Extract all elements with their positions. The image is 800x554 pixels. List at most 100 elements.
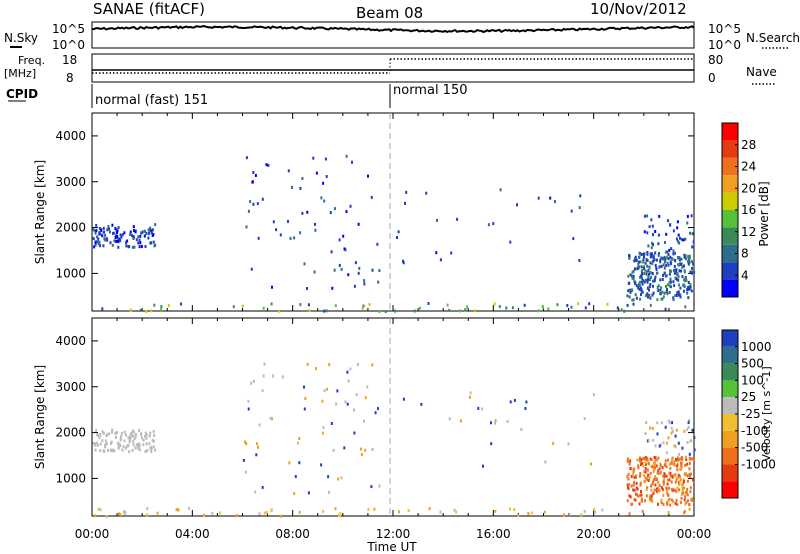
data-cell — [345, 210, 348, 214]
data-cell — [662, 263, 665, 267]
data-cell — [145, 231, 148, 235]
data-cell — [688, 285, 691, 289]
data-cell — [674, 268, 677, 272]
power-colorbar-cell — [722, 140, 738, 158]
data-cell — [137, 443, 140, 447]
data-cell — [257, 236, 260, 240]
data-cell — [682, 486, 685, 490]
data-cell — [632, 472, 635, 476]
data-cell — [93, 245, 96, 249]
velocity-colorbar-tick-label: -500 — [741, 441, 768, 455]
data-cell — [453, 508, 456, 512]
data-cell — [654, 444, 657, 448]
data-cell — [116, 231, 118, 235]
power-panel-frame — [91, 112, 695, 312]
data-cell — [648, 288, 650, 292]
data-cell — [111, 430, 113, 434]
data-cell — [357, 222, 360, 226]
data-cell — [644, 432, 647, 436]
data-cell — [652, 279, 654, 283]
data-cell — [674, 480, 677, 484]
power-colorbar-ticks: 4 8 12 16 20 24 28 — [735, 138, 756, 282]
data-cell — [119, 239, 122, 242]
power-colorbar-label: Power [dB] — [757, 181, 771, 246]
data-cell — [656, 286, 659, 289]
data-cell — [652, 438, 654, 442]
data-cell — [651, 255, 654, 259]
data-cell — [634, 293, 637, 297]
data-cell — [160, 305, 163, 308]
data-cell — [688, 507, 691, 511]
data-cell — [666, 501, 668, 505]
data-cell — [349, 204, 352, 208]
data-cell — [672, 268, 675, 272]
data-cell — [633, 475, 636, 479]
x-tick-label: 12:00 — [376, 527, 411, 541]
data-cell — [493, 302, 496, 306]
data-cell — [656, 298, 659, 302]
data-cell — [645, 258, 648, 261]
data-cell — [686, 288, 689, 292]
data-cell — [646, 286, 649, 290]
data-cell — [439, 510, 442, 514]
data-cell — [106, 228, 109, 232]
data-cell — [343, 247, 346, 251]
data-cell — [509, 400, 512, 404]
data-cell — [680, 263, 683, 266]
data-cell — [323, 199, 326, 203]
data-cell — [492, 222, 495, 226]
data-cell — [661, 290, 664, 294]
data-cell — [676, 476, 679, 480]
data-cell — [288, 461, 291, 465]
data-cell — [167, 304, 170, 308]
data-cell — [347, 379, 350, 383]
velocity-colorbar-cell — [722, 414, 738, 431]
data-cell — [646, 214, 649, 218]
data-cell — [133, 437, 136, 441]
data-cell — [450, 251, 453, 255]
data-cell — [633, 467, 636, 471]
data-cell — [687, 258, 690, 262]
data-cell — [124, 446, 127, 450]
data-cell — [653, 456, 656, 459]
data-cell — [664, 241, 666, 244]
data-cell — [218, 511, 221, 515]
data-cell — [667, 252, 670, 256]
data-cell — [658, 467, 661, 471]
data-cell — [145, 433, 148, 437]
data-cell — [688, 461, 691, 465]
data-cell — [656, 458, 659, 462]
data-cell — [271, 285, 273, 289]
data-cell — [664, 250, 667, 254]
data-cell — [667, 499, 670, 503]
data-cell — [650, 465, 653, 469]
data-cell — [639, 297, 642, 301]
data-cell — [427, 302, 430, 305]
data-cell — [566, 304, 569, 307]
data-cell — [304, 397, 307, 400]
data-cell — [634, 476, 637, 480]
data-cell — [689, 474, 691, 478]
data-cell — [676, 462, 679, 466]
data-cell — [669, 503, 672, 507]
data-cell — [640, 253, 643, 256]
data-cell — [681, 275, 684, 279]
data-cell — [439, 258, 442, 262]
data-cell — [346, 370, 349, 374]
data-cell — [649, 278, 651, 281]
data-cell — [639, 260, 642, 264]
data-cell — [671, 458, 673, 462]
power-colorbar-cell — [722, 262, 738, 280]
data-cell — [686, 427, 689, 431]
velocity-colorbar-tick-label: 1000 — [741, 340, 772, 354]
data-cell — [129, 230, 132, 234]
data-cell — [141, 436, 143, 440]
data-cell — [477, 406, 480, 410]
data-cell — [666, 283, 669, 287]
data-cell — [150, 241, 153, 245]
data-cell — [637, 464, 640, 468]
data-cell — [92, 228, 95, 232]
data-cell — [666, 255, 669, 259]
power-colorbar-cell — [722, 227, 738, 245]
data-cell — [351, 160, 353, 164]
